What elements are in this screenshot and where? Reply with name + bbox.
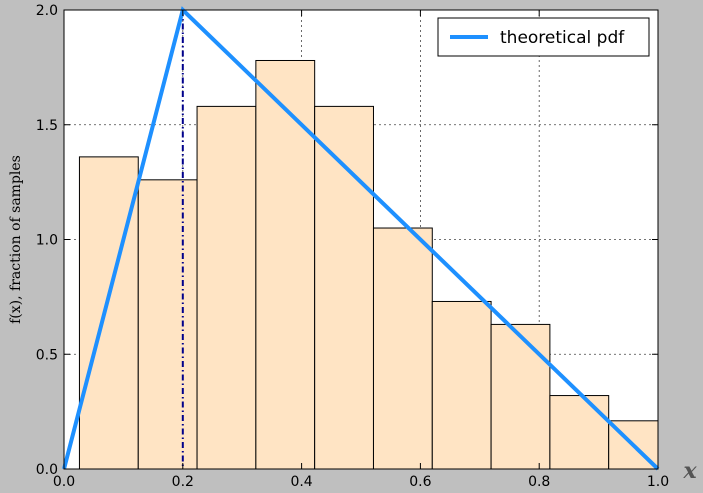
histogram-bar: [314, 105, 374, 470]
y-tick-label: 0.5: [36, 347, 58, 363]
x-tick-label: 0.4: [290, 474, 312, 490]
axis-ticks: 0.0 0.2 0.4 0.6 0.8 1.0 0.0 0.5 1.0 1.5 2.0: [36, 3, 669, 490]
x-tick-label: 0.0: [53, 474, 75, 490]
histogram-bar: [490, 323, 551, 470]
histogram-bar: [549, 395, 610, 470]
histogram-bar: [137, 179, 198, 470]
x-tick-label: 0.2: [172, 474, 194, 490]
y-tick-label: 0.0: [36, 462, 58, 478]
histogram-bar: [196, 105, 257, 470]
y-tick-label: 2.0: [36, 3, 58, 19]
legend: theoretical pdf: [437, 17, 650, 57]
legend-label: theoretical pdf: [500, 28, 625, 48]
y-tick-label: 1.0: [36, 233, 58, 249]
histogram-bars: [78, 59, 659, 470]
y-tick-label: 1.5: [36, 118, 58, 134]
histogram-bar: [372, 227, 433, 470]
histogram-bar: [431, 300, 492, 470]
histogram-bar: [255, 59, 316, 470]
x-tick-label: 0.6: [409, 474, 431, 490]
y-axis-label: f(x), fraction of samples: [8, 155, 24, 324]
x-tick-label: 0.8: [528, 474, 550, 490]
histogram-bar: [78, 156, 139, 470]
x-axis-label: x: [682, 458, 697, 484]
x-tick-label: 1.0: [647, 474, 669, 490]
